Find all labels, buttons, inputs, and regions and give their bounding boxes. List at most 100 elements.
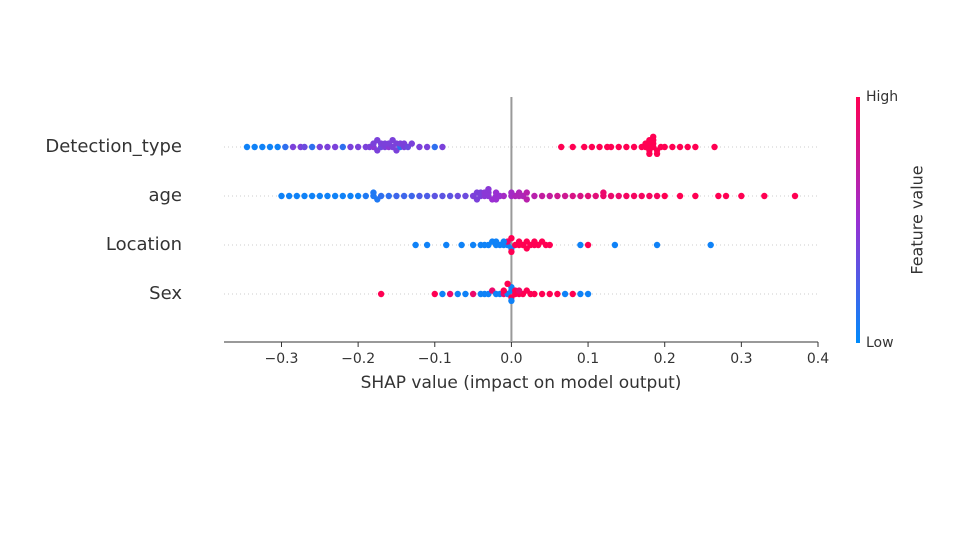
- shap-point: [423, 143, 431, 151]
- shap-point: [492, 238, 500, 245]
- shap-point: [646, 150, 653, 157]
- shap-point: [454, 192, 461, 200]
- shap-point: [577, 290, 584, 298]
- shap-point: [676, 192, 684, 200]
- shap-point: [243, 143, 251, 151]
- shap-point: [653, 241, 661, 249]
- shap-point: [282, 143, 289, 151]
- shap-point: [500, 238, 507, 245]
- shap-point: [630, 192, 638, 200]
- shap-point: [397, 140, 404, 147]
- shap-point: [439, 290, 446, 298]
- shap-point: [362, 192, 369, 200]
- shap-point: [259, 143, 266, 151]
- shap-point: [569, 143, 576, 151]
- shap-point: [416, 143, 423, 151]
- shap-point: [347, 143, 354, 151]
- shap-point: [561, 290, 569, 298]
- shap-point: [508, 297, 515, 304]
- shap-point: [650, 133, 657, 140]
- shap-point: [738, 192, 745, 200]
- shap-point: [569, 192, 576, 200]
- shap-point: [646, 192, 653, 200]
- shap-point: [596, 143, 603, 151]
- shap-point: [374, 137, 381, 144]
- shap-point: [423, 241, 431, 249]
- shap-point: [431, 143, 438, 151]
- colorbar-low: Low: [866, 335, 894, 351]
- shap-point: [458, 241, 465, 249]
- shap-point: [289, 143, 297, 151]
- shap-point: [469, 241, 477, 249]
- colorbar: [856, 97, 860, 343]
- shap-point: [508, 235, 515, 242]
- shap-point: [454, 290, 461, 298]
- shap-point: [354, 192, 362, 200]
- shap-point: [408, 192, 415, 200]
- shap-point: [446, 290, 454, 298]
- shap-point: [354, 143, 362, 151]
- shap-point: [385, 192, 392, 200]
- shap-point: [481, 189, 488, 196]
- shap-point: [331, 143, 339, 151]
- shap-point: [462, 290, 469, 298]
- x-tick-label: 0.0: [500, 351, 522, 367]
- colorbar-label: Feature value: [908, 165, 927, 274]
- shap-point: [408, 140, 415, 147]
- shap-point: [370, 189, 377, 196]
- shap-point: [266, 143, 274, 151]
- shap-point: [278, 192, 285, 200]
- shap-point: [385, 140, 392, 147]
- shap-point: [416, 192, 423, 200]
- shap-point: [638, 192, 645, 200]
- shap-point: [347, 192, 354, 200]
- shap-point: [377, 192, 385, 200]
- x-tick-label: −0.3: [264, 351, 298, 367]
- shap-point: [285, 192, 293, 200]
- shap-point: [504, 280, 511, 287]
- shap-point: [431, 290, 438, 298]
- shap-point: [412, 241, 419, 249]
- shap-point: [538, 290, 546, 298]
- shap-point: [581, 143, 588, 151]
- shap-point: [331, 192, 339, 200]
- category-label: Detection_type: [45, 136, 182, 157]
- x-tick-label: 0.1: [577, 351, 599, 367]
- shap-point: [569, 290, 576, 298]
- shap-point: [692, 192, 699, 200]
- shap-point: [316, 143, 324, 151]
- shap-point: [653, 192, 661, 200]
- shap-point: [554, 290, 561, 298]
- shap-point: [508, 189, 515, 196]
- shap-point: [439, 143, 446, 151]
- shap-point: [293, 192, 301, 200]
- shap-point: [715, 192, 722, 200]
- shap-point: [615, 143, 622, 151]
- shap-point: [531, 290, 538, 298]
- shap-point: [761, 192, 768, 200]
- shap-point: [546, 192, 553, 200]
- x-tick-label: 0.3: [730, 351, 752, 367]
- x-tick-label: 0.4: [807, 351, 829, 367]
- shap-point: [791, 192, 799, 200]
- shap-point: [623, 192, 630, 200]
- shap-point: [523, 196, 530, 203]
- shap-point: [523, 189, 530, 196]
- shap-point: [584, 290, 592, 298]
- shap-point: [462, 192, 469, 200]
- x-axis-label: SHAP value (impact on model output): [361, 373, 682, 393]
- shap-point: [584, 192, 592, 200]
- shap-point: [377, 290, 385, 298]
- shap-point: [508, 248, 515, 255]
- shap-point: [546, 290, 553, 298]
- shap-point: [661, 143, 668, 151]
- shap-point: [692, 143, 699, 151]
- x-tick-label: −0.1: [418, 351, 452, 367]
- shap-point: [600, 189, 607, 196]
- shap-point: [546, 241, 553, 249]
- shap-point: [393, 192, 400, 200]
- shap-point: [443, 241, 450, 249]
- shap-point: [711, 143, 718, 151]
- shap-point: [339, 192, 346, 200]
